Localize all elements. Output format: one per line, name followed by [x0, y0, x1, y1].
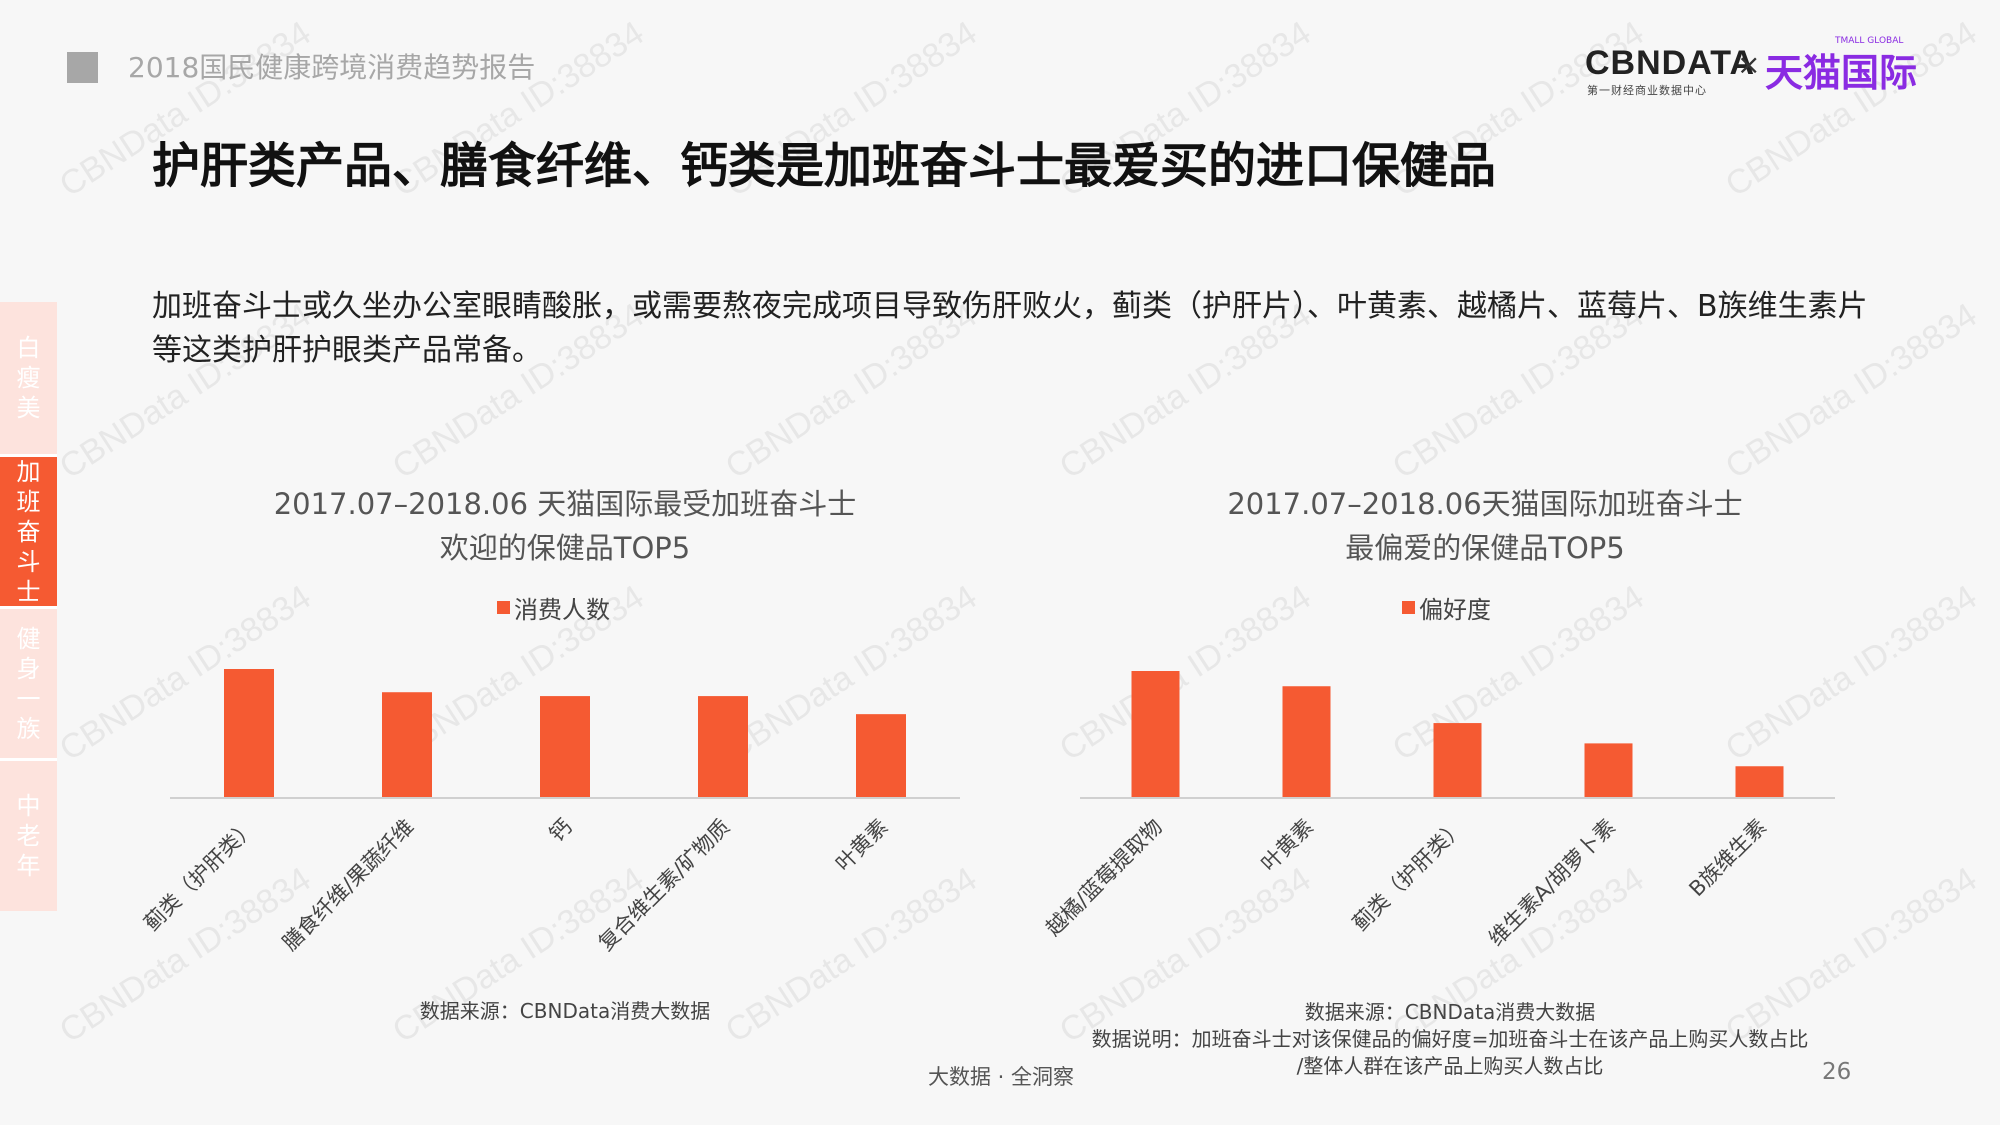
logo-times-sign: ×: [1737, 48, 1761, 81]
chart-1-plot: 蓟类（护肝类） 膳食纤维/果蔬纤维 钙复合维生素/矿物质 叶黄素: [140, 669, 960, 956]
chart-1-legend-label: 消费人数: [514, 596, 610, 624]
chart-2-plot: 越橘/蓝莓提取物 叶黄素 蓟类（护肝类） 维生素A/胡萝卜素 B族维生素: [1041, 671, 1835, 951]
chart-1-source: 数据来源：CBNData消费大数据: [419, 999, 711, 1023]
footer-slogan: 大数据 · 全洞察: [928, 1065, 1075, 1089]
chart-1-legend: 消费人数: [497, 590, 610, 625]
side-nav-label: 中老年: [16, 792, 41, 880]
chart-2-title-line2: 最偏爱的保健品TOP5: [1345, 531, 1625, 565]
chart-1-title: 2017.07–2018.06 天猫国际最受加班奋斗士 欢迎的保健品TOP5: [170, 482, 960, 570]
x-tick-label: 钙: [545, 815, 577, 847]
side-nav-label: 健身一族: [16, 624, 41, 743]
chart-2-title-line1: 2017.07–2018.06天猫国际加班奋斗士: [1227, 487, 1743, 521]
bar: [698, 696, 748, 798]
chart-2-note-line2: /整体人群在该产品上购买人数占比: [1296, 1054, 1604, 1078]
chart-2-legend-swatch: [1402, 601, 1415, 614]
side-nav-item-jianshen[interactable]: 健身一族: [0, 609, 57, 758]
x-tick-label: 蓟类（护肝类）: [140, 815, 261, 936]
chart-1-legend-swatch: [497, 601, 510, 614]
x-tick-label: B族维生素: [1684, 815, 1771, 902]
x-tick-label: 越橘/蓝莓提取物: [1041, 815, 1167, 941]
bar: [1584, 743, 1633, 798]
x-tick-label: 维生素A/胡萝卜素: [1484, 815, 1620, 951]
chart-1-title-line2: 欢迎的保健品TOP5: [439, 531, 691, 565]
chart-2-source: 数据来源：CBNData消费大数据: [1304, 1000, 1596, 1024]
chart-2-title: 2017.07–2018.06天猫国际加班奋斗士 最偏爱的保健品TOP5: [1080, 482, 1890, 570]
header-square-icon: [67, 52, 98, 83]
side-nav: 白瘦美 加班奋斗士 健身一族 中老年: [0, 302, 57, 911]
bar: [1433, 723, 1482, 798]
bar: [540, 696, 590, 798]
chart-2-legend-label: 偏好度: [1419, 596, 1491, 624]
side-nav-item-jiaban[interactable]: 加班奋斗士: [0, 457, 57, 606]
chart-2-note-line1: 数据说明：加班奋斗士对该保健品的偏好度=加班奋斗士在该产品上购买人数占比: [1091, 1027, 1809, 1051]
tmall-global-logo: 天猫国际: [1765, 51, 1918, 95]
cbndata-logo-subtitle: 第一财经商业数据中心: [1587, 84, 1707, 97]
report-title: 2018国民健康跨境消费趋势报告: [128, 51, 536, 84]
x-tick-label: 叶黄素: [1257, 815, 1319, 877]
brand-logo: CBNDATA 第一财经商业数据中心 × 天猫国际 TMALL GLOBAL: [1585, 36, 1918, 100]
side-nav-label: 白瘦美: [16, 334, 41, 422]
bar: [1282, 686, 1331, 798]
side-nav-item-zhonglaonian[interactable]: 中老年: [0, 761, 57, 911]
chart-1-title-line1: 2017.07–2018.06 天猫国际最受加班奋斗士: [273, 487, 857, 521]
tmall-global-logo-subtitle: TMALL GLOBAL: [1835, 36, 1904, 46]
page-number: 26: [1822, 1059, 1852, 1085]
x-tick-label: 叶黄素: [831, 815, 893, 877]
bar: [382, 692, 432, 798]
bar: [1735, 766, 1784, 798]
bar: [224, 669, 274, 798]
side-nav-divider: [0, 454, 57, 457]
side-nav-divider: [0, 758, 57, 761]
side-nav-divider: [0, 606, 57, 609]
side-nav-label: 加班奋斗士: [16, 457, 41, 606]
intro-paragraph: 加班奋斗士或久坐办公室眼睛酸胀，或需要熬夜完成项目导致伤肝败火，蓟类（护肝片）、…: [152, 289, 1868, 368]
page-title: 护肝类产品、膳食纤维、钙类是加班奋斗士最爱买的进口保健品: [152, 138, 1497, 194]
x-tick-label: 复合维生素/矿物质: [594, 815, 735, 956]
chart-2-footnotes: 数据来源：CBNData消费大数据 数据说明：加班奋斗士对该保健品的偏好度=加班…: [1040, 999, 1860, 1080]
bar: [1131, 671, 1180, 798]
bar: [856, 714, 906, 798]
chart-2-legend: 偏好度: [1402, 590, 1491, 625]
side-nav-item-baishoumei[interactable]: 白瘦美: [0, 302, 57, 454]
x-tick-label: 膳食纤维/果蔬纤维: [278, 815, 419, 956]
cbndata-logo: CBNDATA: [1585, 44, 1756, 82]
x-tick-label: 蓟类（护肝类）: [1348, 815, 1469, 936]
